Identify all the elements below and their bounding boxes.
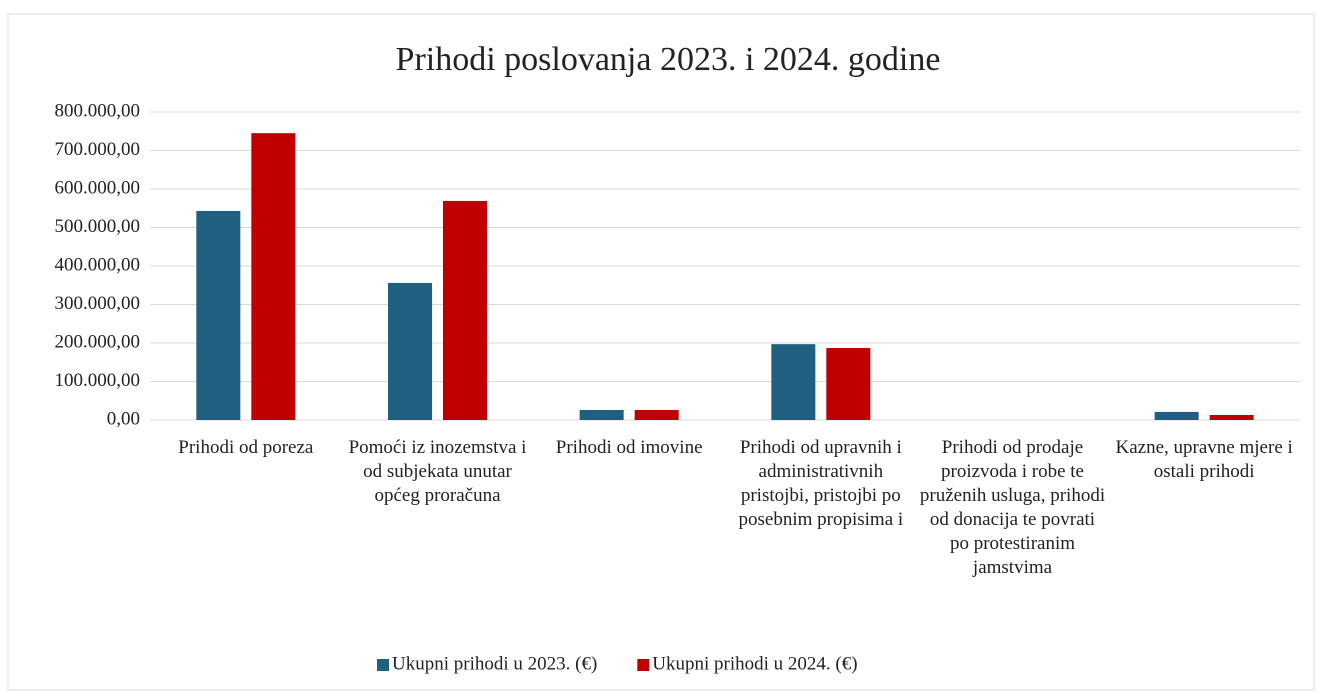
x-tick-label: Prihodi od upravnih i administrativnih p… [738,437,904,530]
y-tick-label: 100.000,00 [55,370,141,391]
y-tick-label: 300.000,00 [55,293,141,314]
bar [579,409,624,420]
bar [771,344,816,420]
y-tick-label: 500.000,00 [55,216,141,237]
legend-label: Ukupni prihodi u 2024. (€) [652,653,857,674]
x-tick-label: Prihodi od imovine [555,437,703,458]
bar [196,210,241,420]
x-tick-label: Prihodi od prodaje proizvoda i robe te p… [919,437,1106,578]
x-tick-label: Pomoći iz inozemstva i od subjekata unut… [348,437,527,506]
y-tick-label: 700.000,00 [55,139,141,160]
bar [251,133,296,421]
bar [826,348,871,420]
legend-label: Ukupni prihodi u 2023. (€) [392,653,597,674]
y-tick-label: 800.000,00 [55,100,141,121]
bar [634,409,679,420]
x-tick-label: Prihodi od poreza [178,437,314,458]
bar [1154,411,1199,420]
y-tick-label: 200.000,00 [55,331,141,352]
bar [1209,414,1254,420]
y-tick-label: 600.000,00 [55,177,141,198]
chart-title: Prihodi poslovanja 2023. i 2024. godine [396,41,941,78]
y-tick-label: 0,00 [107,408,140,429]
y-tick-label: 400.000,00 [55,254,141,275]
bar [443,200,487,420]
x-tick-label: Kazne, upravne mjere i ostali prihodi [1115,437,1293,482]
legend-swatch [637,659,650,671]
bar [388,282,432,420]
legend-swatch [377,659,389,671]
